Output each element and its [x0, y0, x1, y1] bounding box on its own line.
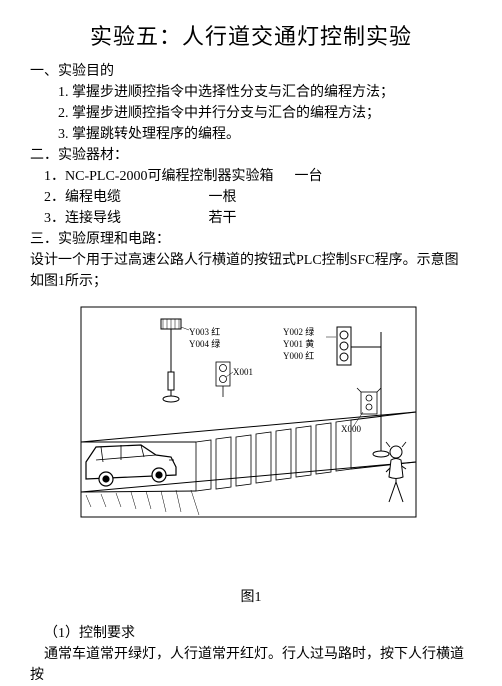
left-traffic-light — [161, 319, 181, 402]
section3-body: 设计一个用于过高速公路人行横道的按钮式PLC控制SFC程序。示意图如图1所示； — [30, 250, 472, 292]
equipment-qty-3: 若干 — [209, 211, 237, 226]
crosswalk-diagram: Y003 红 Y004 绿 X001 Y002 绿 Y001 黄 Y000 红 … — [41, 297, 461, 527]
label-y002: Y002 绿 — [283, 326, 314, 337]
label-y000: Y000 红 — [283, 350, 314, 361]
figure-label: 图1 — [30, 587, 472, 608]
label-y004: Y004 绿 — [189, 338, 220, 349]
pedestrian-button — [357, 388, 381, 414]
equipment-label-3: 3．连接导线 — [44, 211, 121, 226]
equipment-row-1: 1．NC-PLC-2000可编程控制器实验箱 一台 — [30, 166, 472, 187]
equipment-row-2: 2．编程电缆 一根 — [30, 187, 472, 208]
control-req-body: 通常车道常开绿灯，人行道常开红灯。行人过马路时，按下人行横道按 — [30, 644, 472, 686]
equipment-label-2: 2．编程电缆 — [44, 190, 121, 205]
car-icon — [86, 445, 176, 486]
label-y001: Y001 黄 — [283, 338, 314, 349]
objective-item-3: 3. 掌握跳转处理程序的编程。 — [30, 124, 472, 145]
equipment-qty-1: 一台 — [294, 169, 322, 184]
page-title: 实验五：人行道交通灯控制实验 — [30, 20, 472, 53]
equipment-label-1: 1．NC-PLC-2000可编程控制器实验箱 — [44, 169, 273, 184]
label-x001: X001 — [233, 367, 253, 377]
section2-heading: 二．实验器材： — [30, 145, 472, 166]
section3-heading: 三．实验原理和电路： — [30, 229, 472, 250]
objective-item-1: 1. 掌握步进顺控指令中选择性分支与汇合的编程方法； — [30, 82, 472, 103]
control-req-num: （1）控制要求 — [30, 623, 472, 644]
label-y003: Y003 红 — [189, 326, 220, 337]
pedestrian-icon — [386, 442, 406, 502]
crosswalk-stripes — [196, 420, 351, 491]
label-x000: X000 — [341, 424, 361, 434]
equipment-row-3: 3．连接导线 若干 — [30, 208, 472, 229]
objective-item-2: 2. 掌握步进顺控指令中并行分支与汇合的编程方法； — [30, 103, 472, 124]
section1-heading: 一、实验目的 — [30, 61, 472, 82]
equipment-qty-2: 一根 — [209, 190, 237, 205]
